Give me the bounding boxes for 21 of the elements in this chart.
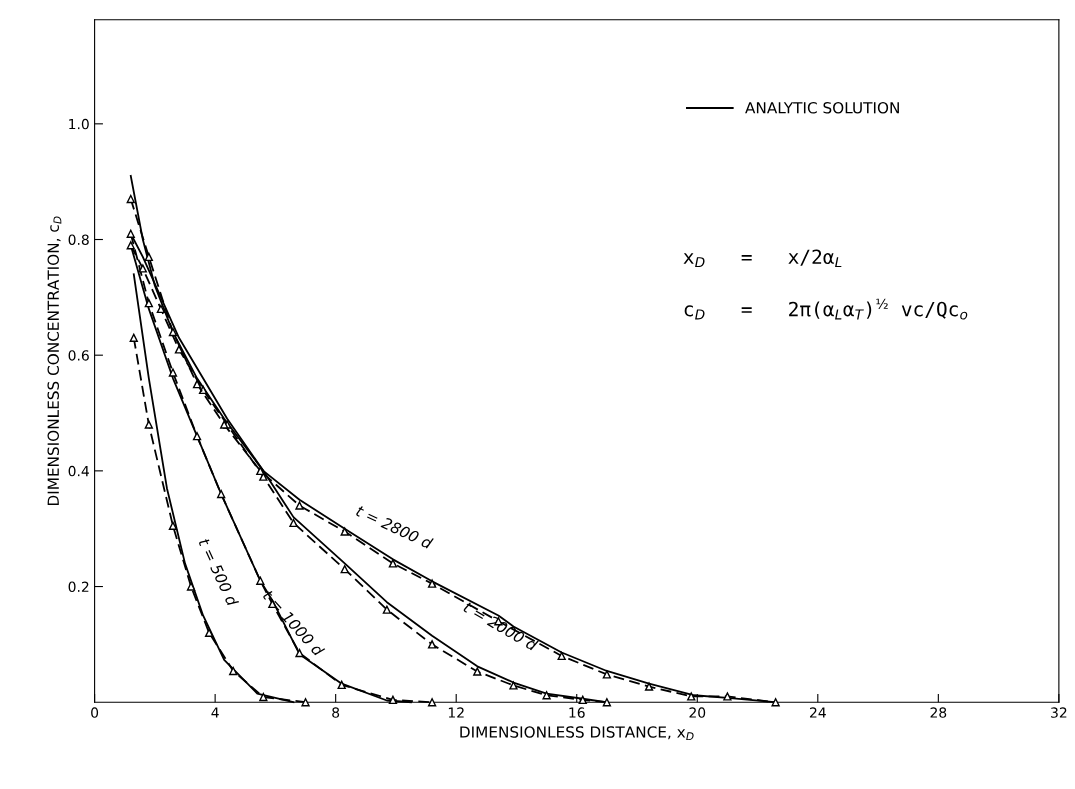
x-axis-title: DIMENSIONLESS DISTANCE, x$_{D}$ <box>460 726 694 741</box>
legend-label: ANALYTIC SOLUTION <box>745 101 899 114</box>
text: x$_{D}$ = x/2α$_{L}$ <box>683 249 842 268</box>
x-tick-label: 0 <box>91 707 99 718</box>
y-tick-label: 0.8 <box>68 234 89 245</box>
y-tick-label: 0.2 <box>68 581 89 593</box>
text: c$_{D}$ = 2π(α$_{L}$α$_{T}$)$^{½}$ vc/Qc$_{o}$ <box>684 298 968 320</box>
x-tick-label: 28 <box>930 707 947 718</box>
x-tick-label: 24 <box>809 707 826 718</box>
x-tick-label: 8 <box>332 707 340 718</box>
annotation: t = 2800 d <box>355 504 434 550</box>
y-tick-label: 0.6 <box>68 350 89 361</box>
x-tick-label: 4 <box>211 707 219 718</box>
annotation: t = 500 d <box>198 537 240 608</box>
y-axis-title: DIMENSIONLESS CONCENTRATION, c$_{D}$ <box>47 216 62 506</box>
x-tick-label: 32 <box>1051 707 1067 718</box>
y-tick-label: 0.4 <box>68 465 89 477</box>
x-tick-label: 16 <box>569 707 585 718</box>
y-tick-label: 1.0 <box>69 118 89 130</box>
x-tick-label: 12 <box>448 707 464 718</box>
x-tick-label: 20 <box>689 707 706 718</box>
